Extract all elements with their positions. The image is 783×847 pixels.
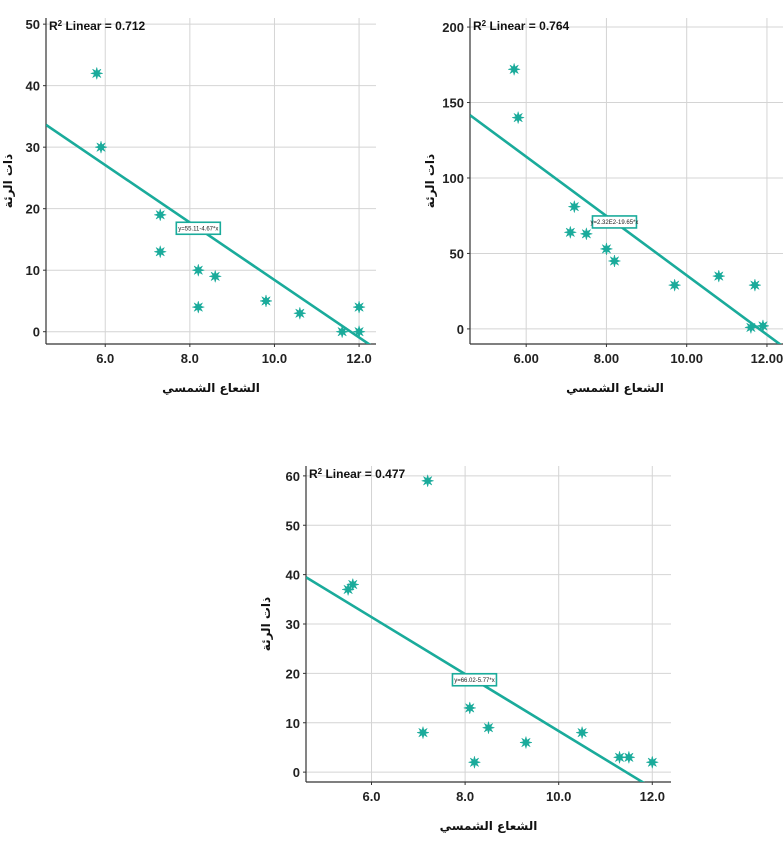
y-axis-title: ذات الرئة bbox=[423, 154, 437, 208]
y-tick-label: 50 bbox=[26, 17, 40, 32]
y-tick-label: 150 bbox=[442, 96, 464, 111]
scatter-chart-3: 0 10 20 30 40 50 60 6.0 8.0 10.0 12.0 y=66.02-5.77*… bbox=[259, 466, 671, 833]
data-point bbox=[621, 750, 636, 765]
data-point bbox=[518, 735, 533, 750]
data-point bbox=[507, 62, 522, 77]
r-squared-label: R2 Linear = 0.712 bbox=[49, 19, 146, 34]
x-tick-label: 10.0 bbox=[262, 351, 287, 366]
x-tick-label: 12.0 bbox=[640, 789, 665, 804]
equation-label: y=2.32E2-19.65*x bbox=[591, 220, 639, 226]
y-tick-label: 100 bbox=[442, 171, 464, 186]
data-point bbox=[94, 140, 108, 155]
regression-line bbox=[306, 576, 645, 782]
data-point bbox=[259, 293, 273, 308]
equation-box bbox=[591, 215, 638, 229]
data-point bbox=[191, 263, 206, 278]
data-point bbox=[481, 720, 496, 735]
data-point bbox=[208, 269, 223, 284]
y-tick-label: 20 bbox=[26, 202, 40, 217]
scatter-chart-1: 0 10 20 30 40 50 6.0 8.0 10.0 12.0 y=55.11-4.67*x R… bbox=[1, 17, 376, 395]
data-point bbox=[743, 320, 758, 335]
regression-line bbox=[46, 123, 372, 344]
data-point bbox=[191, 300, 206, 315]
y-tick-label: 30 bbox=[26, 140, 40, 155]
data-point bbox=[567, 199, 582, 214]
r-squared-label: R2 Linear = 0.477 bbox=[309, 467, 406, 482]
y-tick-label: 10 bbox=[26, 263, 40, 278]
data-point bbox=[711, 269, 726, 284]
x-tick-label: 6.0 bbox=[96, 351, 114, 366]
y-tick-label: 40 bbox=[26, 79, 40, 94]
equation-box bbox=[175, 221, 222, 236]
x-axis-title: الشعاع الشمسي bbox=[162, 381, 260, 395]
data-point bbox=[420, 473, 435, 488]
data-point bbox=[747, 278, 762, 293]
data-point bbox=[335, 324, 350, 339]
data-point bbox=[462, 701, 477, 715]
data-point bbox=[599, 241, 614, 256]
data-point bbox=[607, 254, 622, 268]
data-point bbox=[579, 226, 594, 241]
x-tick-label: 12.0 bbox=[346, 351, 371, 366]
x-tick-label: 10.00 bbox=[670, 351, 703, 366]
y-tick-label: 0 bbox=[33, 325, 40, 340]
x-tick-label: 8.0 bbox=[456, 789, 474, 804]
y-tick-label: 20 bbox=[286, 666, 300, 681]
data-point bbox=[352, 324, 367, 339]
y-axis-title: ذات الرئة bbox=[1, 154, 15, 208]
data-point bbox=[511, 110, 526, 125]
x-tick-label: 8.00 bbox=[594, 351, 619, 366]
data-point bbox=[645, 755, 660, 770]
y-tick-label: 0 bbox=[457, 322, 464, 337]
data-point bbox=[416, 725, 430, 740]
x-tick-label: 6.00 bbox=[514, 351, 539, 366]
y-tick-label: 40 bbox=[286, 568, 300, 583]
plot-area bbox=[46, 18, 376, 344]
y-axis-title: ذات الرئة bbox=[259, 597, 273, 651]
data-point bbox=[292, 306, 307, 321]
x-tick-label: 10.0 bbox=[546, 789, 571, 804]
plot-area bbox=[470, 18, 783, 344]
x-axis-title: الشعاع الشمسي bbox=[440, 819, 538, 833]
data-point bbox=[563, 225, 578, 240]
equation-label: y=66.02-5.77*x bbox=[454, 678, 495, 684]
equation-label: y=55.11-4.67*x bbox=[178, 226, 218, 232]
data-point bbox=[352, 300, 367, 315]
x-tick-label: 12.00 bbox=[751, 351, 783, 366]
y-tick-label: 0 bbox=[293, 765, 300, 780]
x-tick-label: 6.0 bbox=[362, 789, 380, 804]
data-point bbox=[153, 207, 168, 222]
data-point bbox=[612, 750, 627, 765]
scatter-chart-2: 0 50 100 150 200 6.00 8.00 10.00 12.00 y=2.32E2-1… bbox=[423, 18, 783, 395]
data-point bbox=[756, 318, 770, 333]
data-point bbox=[153, 244, 168, 259]
y-tick-label: 50 bbox=[286, 518, 300, 533]
regression-line bbox=[470, 114, 782, 344]
data-point bbox=[667, 278, 682, 293]
data-point bbox=[345, 577, 360, 592]
data-point bbox=[575, 725, 590, 740]
equation-box bbox=[451, 672, 498, 687]
y-tick-label: 10 bbox=[286, 716, 300, 731]
y-tick-label: 50 bbox=[450, 246, 464, 261]
x-axis-title: الشعاع الشمسي bbox=[566, 381, 664, 395]
y-tick-label: 200 bbox=[442, 20, 464, 35]
r-squared-label: R2 Linear = 0.764 bbox=[473, 19, 570, 34]
data-point bbox=[467, 755, 482, 770]
y-tick-label: 30 bbox=[286, 617, 300, 632]
x-tick-label: 8.0 bbox=[181, 351, 199, 366]
y-tick-label: 60 bbox=[286, 469, 300, 484]
data-point bbox=[89, 66, 104, 81]
